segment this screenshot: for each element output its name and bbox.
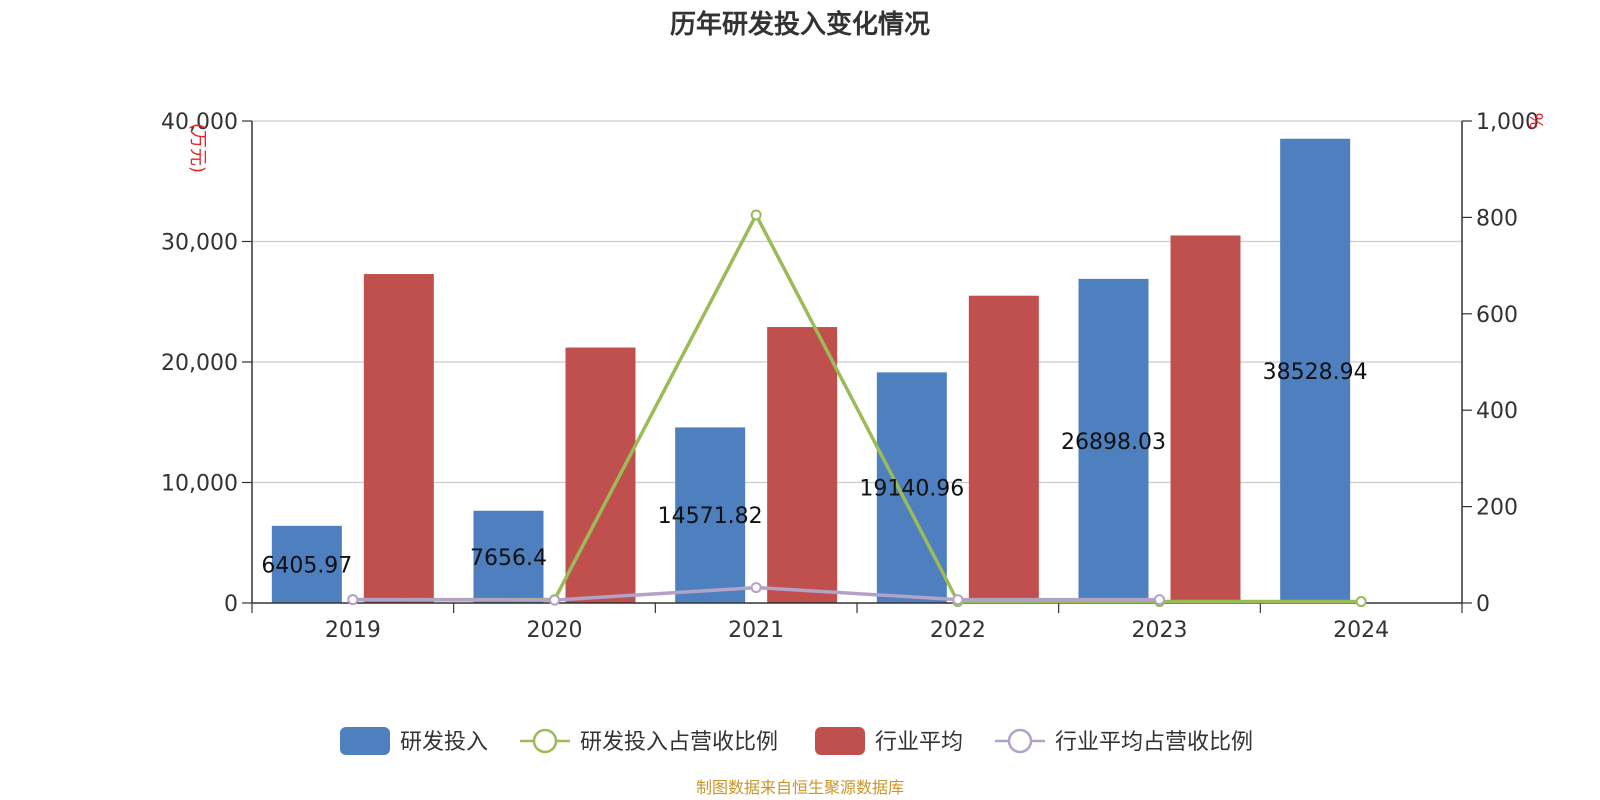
- legend-swatch-bar: [340, 727, 390, 755]
- bar-rd: [1078, 278, 1149, 603]
- bar-rd: [271, 525, 342, 603]
- axes: 0 10,000 20,000 30,000 40,000 0 200 400 600 800 1,…: [161, 110, 1539, 643]
- bar-data-label: 38528.94: [1263, 360, 1368, 385]
- grid: [252, 120, 1462, 484]
- line-point: [549, 594, 560, 606]
- left-tick-label: 20,000: [161, 351, 238, 376]
- line-point: [1355, 596, 1367, 608]
- lines: [347, 209, 1367, 608]
- bar-rd: [876, 372, 947, 603]
- bar-data-label: 14571.82: [658, 504, 763, 529]
- right-tick-label: 600: [1476, 303, 1518, 328]
- data-labels: 6405.97 7656.4 14571.82 19140.96 26898.03 385…: [261, 360, 1367, 579]
- x-tick-label: 2021: [728, 618, 784, 643]
- line-point: [750, 209, 762, 221]
- bar-data-label: 7656.4: [470, 546, 547, 571]
- legend-label: 行业平均: [875, 730, 963, 755]
- left-tick-label: 10,000: [161, 472, 238, 497]
- bars: [271, 138, 1351, 604]
- bar-industry: [1170, 235, 1241, 603]
- bar-industry: [363, 274, 434, 603]
- bar-data-label: 26898.03: [1061, 430, 1166, 455]
- legend: 研发投入 研发投入占营收比例 行业平均 行业平均占营收比例: [340, 727, 1253, 755]
- legend-label: 行业平均占营收比例: [1055, 730, 1253, 755]
- right-tick-label: 0: [1476, 592, 1490, 617]
- right-tick-label: 200: [1476, 496, 1518, 521]
- legend-label: 研发投入占营收比例: [580, 730, 778, 755]
- right-tick-label: 800: [1476, 206, 1518, 231]
- legend-swatch-bar: [815, 727, 865, 755]
- right-tick-label: 400: [1476, 399, 1518, 424]
- line-point: [750, 582, 762, 594]
- bar-industry: [968, 295, 1039, 603]
- bar-industry: [565, 347, 636, 603]
- bar-rd: [1280, 138, 1351, 604]
- legend-label: 研发投入: [400, 730, 488, 755]
- bar-rd: [675, 427, 746, 603]
- left-tick-label: 0: [224, 592, 238, 617]
- bar-rd: [473, 510, 544, 603]
- legend-swatch-marker: [1007, 728, 1033, 754]
- right-axis-unit: %: [1525, 112, 1546, 129]
- x-tick-label: 2024: [1333, 618, 1389, 643]
- x-tick-label: 2019: [325, 618, 381, 643]
- right-tick-label: 1,000: [1476, 110, 1539, 135]
- left-axis-unit: (万元): [187, 123, 208, 173]
- x-tick-label: 2020: [527, 618, 583, 643]
- line-point: [347, 594, 359, 606]
- left-tick-label: 30,000: [161, 231, 238, 256]
- x-tick-label: 2023: [1132, 618, 1188, 643]
- chart-title: 历年研发投入变化情况: [670, 9, 930, 40]
- bar-data-label: 19140.96: [859, 477, 964, 502]
- bar-data-label: 6405.97: [261, 553, 352, 578]
- line-point: [952, 594, 964, 606]
- legend-swatch-marker: [532, 728, 558, 754]
- bar-industry: [767, 327, 838, 603]
- line-point: [1154, 594, 1165, 606]
- x-tick-label: 2022: [930, 618, 986, 643]
- source-note: 制图数据来自恒生聚源数据库: [696, 778, 904, 797]
- left-tick-label: 40,000: [161, 110, 238, 135]
